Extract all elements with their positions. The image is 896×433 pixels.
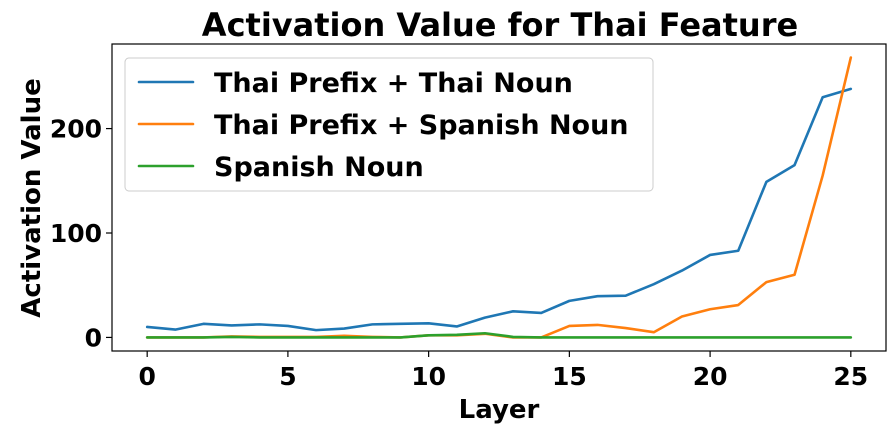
series-layer — [145, 56, 853, 339]
y-tick-label: 200 — [50, 115, 102, 144]
y-axis-ticks: 0 100 200 — [50, 115, 112, 352]
legend-label-thai-prefix-thai-noun: Thai Prefix + Thai Noun — [214, 68, 573, 99]
legend: Thai Prefix + Thai Noun Thai Prefix + Sp… — [124, 57, 654, 192]
x-tick-label: 10 — [411, 362, 446, 391]
x-tick-label: 20 — [693, 362, 728, 391]
x-tick-label: 0 — [138, 362, 155, 391]
chart-title: Activation Value for Thai Feature — [202, 6, 798, 44]
legend-label-thai-prefix-spanish-noun: Thai Prefix + Spanish Noun — [214, 110, 629, 141]
y-axis-label: Activation Value — [17, 78, 47, 317]
legend-label-spanish-noun: Spanish Noun — [214, 152, 424, 183]
x-tick-label: 5 — [279, 362, 296, 391]
y-tick-label: 100 — [50, 219, 102, 248]
y-tick-label: 0 — [85, 323, 102, 352]
plot-frame — [111, 43, 887, 352]
x-axis-ticks: 0 5 10 15 20 25 — [138, 351, 868, 391]
series-line-thai-prefix-thai-noun — [145, 87, 853, 332]
legend-frame — [124, 57, 654, 192]
series-line-spanish-noun — [145, 331, 853, 339]
x-tick-label: 25 — [833, 362, 868, 391]
x-axis-label: Layer — [459, 395, 540, 425]
x-tick-label: 15 — [552, 362, 587, 391]
